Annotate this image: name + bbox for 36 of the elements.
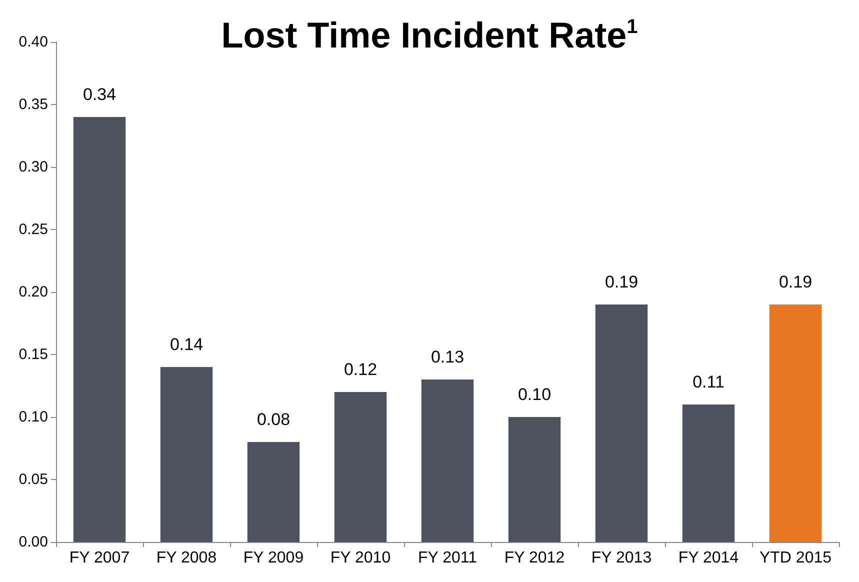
y-tick-label: 0.35 xyxy=(18,96,48,113)
data-label: 0.14 xyxy=(170,335,204,354)
data-label: 0.19 xyxy=(604,272,638,292)
x-tick-label: FY 2007 xyxy=(69,550,130,566)
x-tick-label: YTD 2015 xyxy=(759,550,832,566)
data-label: 0.10 xyxy=(518,385,552,404)
data-label: 0.34 xyxy=(82,85,116,104)
y-tick-label: 0.40 xyxy=(18,34,48,50)
x-tick-label: FY 2010 xyxy=(330,550,391,566)
y-tick-label: 0.15 xyxy=(18,346,48,363)
y-tick-label: 0.25 xyxy=(18,221,48,238)
bar xyxy=(421,380,474,542)
bar xyxy=(595,304,648,542)
x-tick-label: FY 2013 xyxy=(591,550,652,566)
y-tick-label: 0.30 xyxy=(18,158,48,176)
x-tick-label: FY 2008 xyxy=(156,550,217,566)
bar xyxy=(682,404,735,542)
data-label: 0.19 xyxy=(778,272,812,292)
y-tick-label: 0.00 xyxy=(18,534,48,550)
bar xyxy=(73,117,126,542)
x-tick-label: FY 2014 xyxy=(678,550,739,566)
y-tick-label: 0.10 xyxy=(18,408,48,426)
x-tick-label: FY 2012 xyxy=(504,550,565,566)
data-label: 0.13 xyxy=(430,348,464,366)
bar xyxy=(508,417,561,542)
data-label: 0.11 xyxy=(692,372,724,392)
y-tick-label: 0.20 xyxy=(18,284,48,300)
x-tick-label: FY 2009 xyxy=(243,550,304,566)
data-label: 0.08 xyxy=(256,410,290,429)
y-tick-label: 0.05 xyxy=(18,471,48,488)
x-tick-label: FY 2011 xyxy=(418,550,478,566)
data-label: 0.12 xyxy=(344,360,378,379)
bar xyxy=(160,367,213,542)
bar xyxy=(334,392,387,542)
bar xyxy=(769,304,822,542)
bar xyxy=(247,442,300,542)
